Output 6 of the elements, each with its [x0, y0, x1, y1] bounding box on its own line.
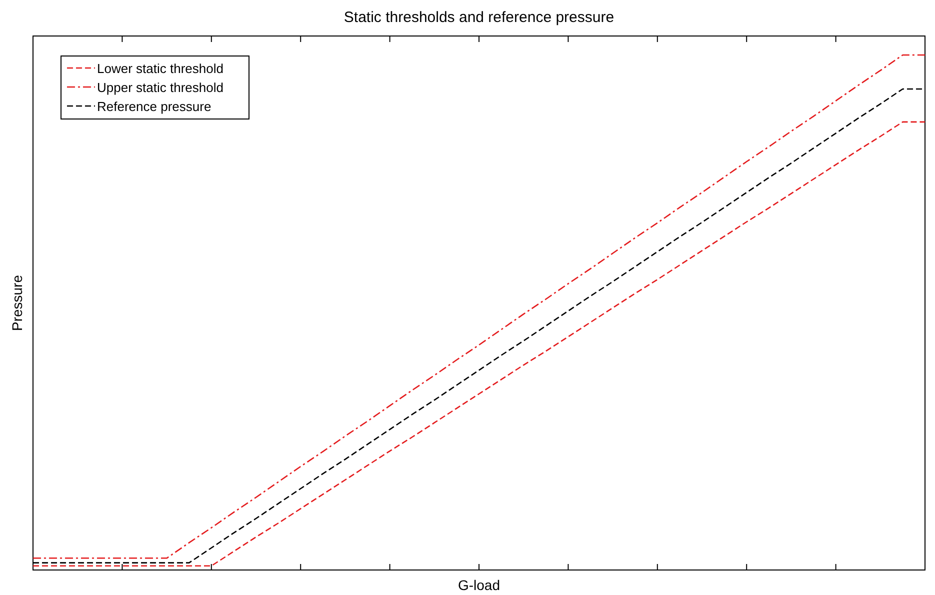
x-axis-title: G-load [458, 577, 500, 593]
y-axis-title: Pressure [9, 274, 25, 332]
legend-label: Upper static threshold [97, 80, 224, 95]
legend-label: Reference pressure [97, 99, 212, 114]
legend-label: Lower static threshold [97, 61, 224, 76]
chart-title: Static thresholds and reference pressure [344, 9, 614, 26]
